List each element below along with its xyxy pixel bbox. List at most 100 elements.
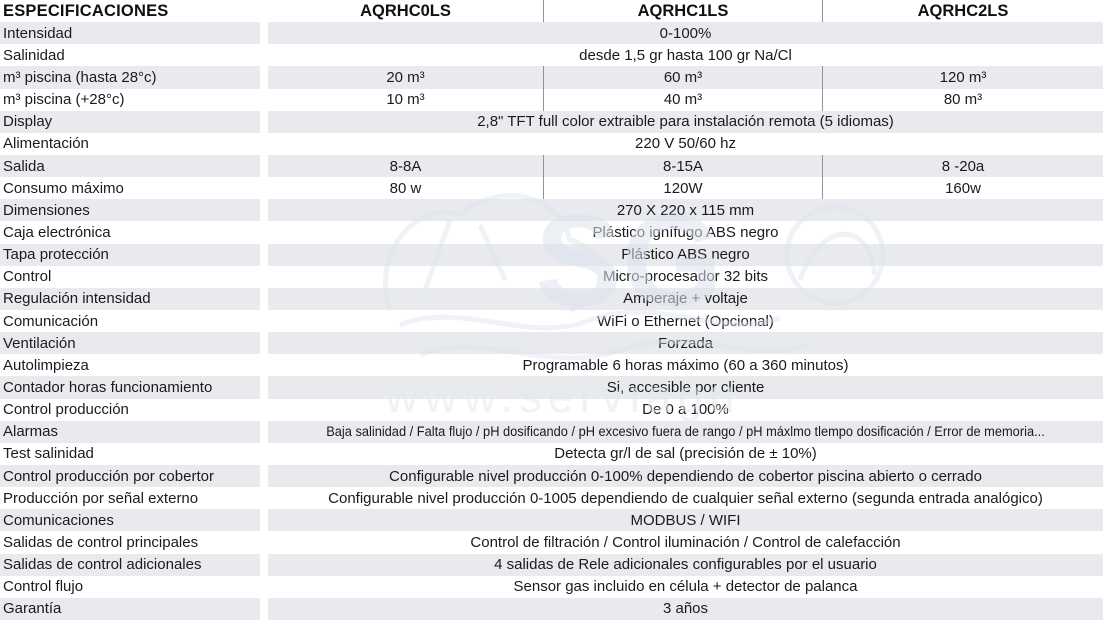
table-row: Producción por señal externo Configurable… <box>0 487 1109 509</box>
spec-values: De 0 a 100% <box>268 399 1103 421</box>
column-gap <box>260 177 268 199</box>
spec-label: Alimentación <box>3 135 89 153</box>
spec-values: WiFi o Ethernet (Opcional) <box>268 310 1103 332</box>
spec-value-col1: 80 w <box>389 179 422 197</box>
spec-value: 270 X 220 x 115 mm <box>616 201 755 219</box>
spec-label: Salidas de control adicionales <box>0 553 260 576</box>
spec-label: Salida <box>0 154 260 178</box>
column-gap <box>260 44 268 66</box>
column-gap <box>260 487 268 509</box>
spec-values: Sensor gas incluido en célula + detector… <box>268 576 1103 598</box>
spec-value-col1: 8-8A <box>389 157 422 175</box>
spec-value: Detecta gr/l de sal (precisión de ± 10%) <box>554 445 817 463</box>
spec-value-col2: 120W <box>543 177 822 200</box>
spec-values: 220 V 50/60 hz <box>268 133 1103 155</box>
spec-value: Forzada <box>657 334 714 352</box>
spec-values: Micro-procesador 32 bits <box>268 266 1103 288</box>
table-row: Test salinidad Detecta gr/l de sal (preci… <box>0 443 1109 465</box>
spec-label: m³ piscina (+28°c) <box>3 91 125 109</box>
spec-values: Detecta gr/l de sal (precisión de ± 10%) <box>268 443 1103 465</box>
spec-values: Baja salinidad / Falta flujo / pH dosifi… <box>268 420 1103 443</box>
column-gap <box>260 221 268 243</box>
spec-label: Garantía <box>0 597 260 620</box>
column-gap <box>260 199 268 221</box>
spec-label: Control producción <box>3 401 129 419</box>
spec-value-col3: 160w <box>822 177 1103 200</box>
spec-value-col3: 8 -20a <box>822 154 1103 178</box>
column-gap <box>260 598 268 620</box>
column-header-aqrhc2ls: AQRHC2LS <box>822 0 1103 23</box>
spec-label: Alarmas <box>0 420 260 443</box>
spec-value-col1: 20 m³ <box>386 68 425 86</box>
spec-values: 10 m³ 40 m³ 80 m³ <box>268 88 1103 111</box>
column-gap <box>260 266 268 288</box>
column-gap <box>260 111 268 133</box>
spec-value: 3 años <box>662 600 709 618</box>
spec-label: Salinidad <box>3 46 65 64</box>
spec-label: Comunicación <box>3 312 99 330</box>
column-gap <box>260 288 268 310</box>
spec-label: Salidas de control principales <box>3 533 199 551</box>
spec-values: Programable 6 horas máximo (60 a 360 min… <box>268 354 1103 376</box>
spec-label: Control flujo <box>3 578 84 596</box>
spec-label: Control <box>3 268 52 286</box>
table-row: Intensidad 0-100% <box>0 22 1109 45</box>
spec-values: 0-100% <box>268 22 1103 45</box>
spec-label: Control producción por cobertor <box>0 464 260 488</box>
table-row: Alimentación 220 V 50/60 hz <box>0 133 1109 155</box>
spec-label: Regulación intensidad <box>0 287 260 310</box>
column-gap <box>260 376 268 398</box>
spec-values: 2,8" TFT full color extraible para insta… <box>268 110 1103 133</box>
column-gap <box>260 399 268 421</box>
column-gap <box>260 89 268 111</box>
spec-label: Consumo máximo <box>3 179 124 197</box>
spec-values: Configurable nivel producción 0-1005 dep… <box>268 487 1103 509</box>
spec-values: 80 w 120W 160w <box>268 177 1103 200</box>
spec-value-col3: 120 m³ <box>822 66 1103 89</box>
column-gap <box>260 554 268 576</box>
column-gap <box>260 22 268 44</box>
column-gap <box>260 465 268 487</box>
spec-value: Configurable nivel producción 0-100% dep… <box>389 467 982 485</box>
column-header-aqrhc0ls: AQRHC0LS <box>360 1 451 20</box>
table-row: Salidas de control adicionales 4 salidas … <box>0 553 1109 576</box>
spec-value: WiFi o Ethernet (Opcional) <box>597 312 774 330</box>
spec-values: 4 salidas de Rele adicionales configurab… <box>268 553 1103 576</box>
table-row: Comunicación WiFi o Ethernet (Opcional) <box>0 310 1109 332</box>
spec-label: Ventilación <box>0 332 260 355</box>
spec-values: Si, accesible por cliente <box>268 376 1103 399</box>
spec-label: Intensidad <box>0 22 260 45</box>
column-header-aqrhc1ls: AQRHC1LS <box>543 0 822 23</box>
spec-label: m³ piscina (hasta 28°c) <box>0 66 260 89</box>
table-row: m³ piscina (hasta 28°c) 20 m³ 60 m³ 120 m³ <box>0 66 1109 89</box>
column-gap <box>260 0 268 22</box>
spec-value: 2,8" TFT full color extraible para insta… <box>477 113 894 131</box>
spec-label: Producción por señal externo <box>3 489 199 507</box>
table-row: Salida 8-8A 8-15A 8 -20a <box>0 154 1109 178</box>
spec-value-col2: 8-15A <box>543 154 822 178</box>
spec-values: Plástico ignífugo ABS negro <box>268 221 1103 243</box>
spec-value: 4 salidas de Rele adicionales configurab… <box>494 556 877 574</box>
spec-values: 8-8A 8-15A 8 -20a <box>268 154 1103 178</box>
spec-value: Programable 6 horas máximo (60 a 360 min… <box>522 356 849 374</box>
spec-value: 0-100% <box>659 24 712 42</box>
table-row: Dimensiones 270 X 220 x 115 mm <box>0 199 1109 222</box>
spec-value: 220 V 50/60 hz <box>635 135 736 153</box>
spec-values: 20 m³ 60 m³ 120 m³ <box>268 66 1103 89</box>
table-row: Control producción por cobertor Configura… <box>0 464 1109 488</box>
spec-label: Autolimpieza <box>3 356 89 374</box>
spec-value-col2: 40 m³ <box>543 88 822 111</box>
table-row: Display 2,8" TFT full color extraible par… <box>0 110 1109 133</box>
spec-value: Configurable nivel producción 0-1005 dep… <box>328 489 1043 507</box>
spec-value: MODBUS / WIFI <box>630 511 741 529</box>
spec-value-col3: 80 m³ <box>822 88 1103 111</box>
column-gap <box>260 332 268 354</box>
spec-value-col1: 10 m³ <box>386 91 425 109</box>
spec-label: Comunicaciones <box>0 509 260 532</box>
spec-values: Plástico ABS negro <box>268 243 1103 266</box>
spec-value: Plástico ABS negro <box>621 246 750 264</box>
spec-value-col2: 60 m³ <box>543 66 822 89</box>
table-row: Comunicaciones MODBUS / WIFI <box>0 509 1109 532</box>
spec-label: Contador horas funcionamiento <box>0 376 260 399</box>
spec-label: Tapa protección <box>0 243 260 266</box>
